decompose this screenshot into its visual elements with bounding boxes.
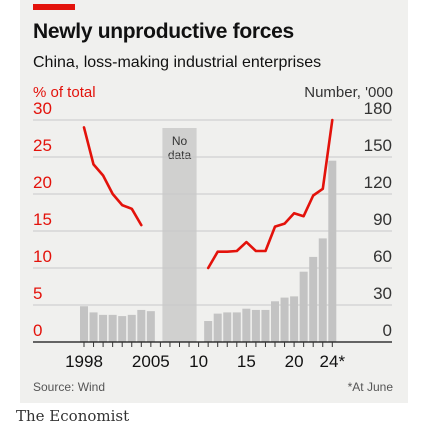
bar bbox=[318, 238, 327, 342]
bar bbox=[204, 321, 213, 342]
right-tick-label: 30 bbox=[373, 284, 392, 303]
bar bbox=[309, 256, 318, 342]
x-tick-label: 24* bbox=[320, 352, 346, 371]
bar bbox=[290, 296, 299, 342]
bar bbox=[146, 311, 155, 342]
right-axis-label: Number, '000 bbox=[304, 84, 393, 101]
bar bbox=[261, 309, 270, 342]
x-tick-label: 10 bbox=[189, 352, 208, 371]
brand-red-bar bbox=[33, 4, 75, 10]
bar bbox=[328, 160, 337, 342]
bar bbox=[99, 314, 108, 342]
left-tick-label: 10 bbox=[33, 247, 52, 266]
left-tick-label: 5 bbox=[33, 284, 42, 303]
bar bbox=[127, 314, 136, 342]
right-tick-label: 150 bbox=[364, 136, 392, 155]
left-axis-label: % of total bbox=[33, 84, 96, 101]
x-tick-label: 15 bbox=[237, 352, 256, 371]
bar bbox=[137, 309, 146, 342]
series-line-share bbox=[82, 126, 143, 227]
left-tick-label: 20 bbox=[33, 173, 52, 192]
right-tick-label: 60 bbox=[373, 247, 392, 266]
right-tick-label: 180 bbox=[364, 99, 392, 118]
bar bbox=[242, 308, 251, 342]
bar bbox=[223, 312, 232, 342]
bar bbox=[271, 301, 279, 342]
left-tick-label: 30 bbox=[33, 99, 52, 118]
left-tick-label: 15 bbox=[33, 210, 52, 229]
x-tick-label: 2005 bbox=[132, 352, 170, 371]
brand-wordmark: The Economist bbox=[16, 407, 130, 425]
bar bbox=[89, 312, 98, 342]
x-tick-label: 1998 bbox=[65, 352, 103, 371]
bar bbox=[299, 271, 308, 342]
source-note: Source: Wind bbox=[33, 380, 106, 394]
bar bbox=[80, 306, 88, 342]
x-tick-label: 20 bbox=[285, 352, 304, 371]
bar bbox=[232, 312, 241, 342]
bar bbox=[280, 297, 289, 342]
right-tick-label: 120 bbox=[364, 173, 392, 192]
right-tick-label: 0 bbox=[383, 321, 392, 340]
chart-title: Newly unproductive forces bbox=[33, 20, 294, 43]
left-tick-label: 0 bbox=[33, 321, 42, 340]
no-data-label: No data bbox=[168, 134, 192, 162]
bar bbox=[118, 316, 127, 342]
no-data-band bbox=[162, 128, 197, 342]
footnote: *At June bbox=[347, 380, 393, 394]
chart-subtitle: China, loss-making industrial enterprise… bbox=[33, 54, 322, 71]
bar bbox=[251, 309, 260, 342]
bar bbox=[108, 314, 117, 342]
series-line-share bbox=[206, 118, 334, 270]
bar bbox=[213, 313, 222, 342]
left-tick-label: 25 bbox=[33, 136, 52, 155]
right-tick-label: 90 bbox=[373, 210, 392, 229]
